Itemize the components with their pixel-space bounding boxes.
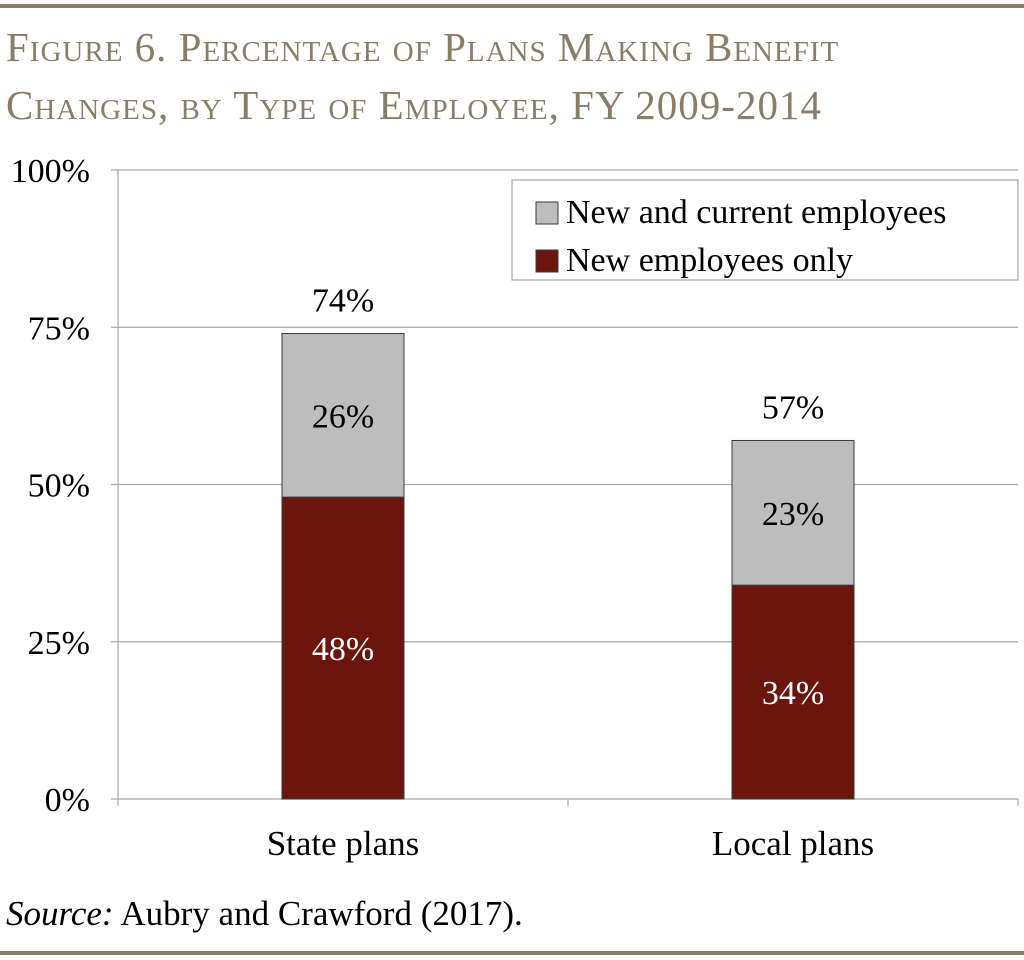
y-tick-label-25: 25%	[28, 625, 90, 662]
bottom-rule	[0, 951, 1024, 955]
y-tick-label-50: 50%	[28, 468, 90, 505]
data-labels: 48% 26% 74% State plans 34% 23% 57% Local plans	[267, 283, 874, 863]
chart-title-line-1: Figure 6. Percentage of Plans Making Ben…	[6, 24, 840, 70]
total-label-1: 57%	[762, 389, 824, 426]
chart-title: Figure 6. Percentage of Plans Making Ben…	[6, 18, 1016, 134]
x-tick-label-0: State plans	[267, 824, 420, 863]
bar-state-plans-new-and-current-employees	[281, 333, 405, 498]
y-tick-label-75: 75%	[28, 310, 90, 347]
legend-box	[511, 179, 1019, 281]
total-label-0: 74%	[312, 283, 374, 320]
data-label-0-1: 26%	[312, 398, 374, 435]
y-tick-label-0: 0%	[45, 782, 90, 819]
stacked-bar-chart: 0% 25% 50% 75% 100% 48% 26% 74% State plans 34% 2…	[11, 153, 1019, 863]
chart-title-line-2: Changes, by Type of Employee, FY 2009-20…	[6, 82, 822, 128]
bar-local-plans-new-employees-only	[731, 584, 855, 800]
source-note: Source: Aubry and Crawford (2017).	[6, 892, 523, 936]
legend-label-0: New and current employees	[566, 194, 946, 231]
top-rule	[0, 4, 1024, 8]
legend-swatch-0	[535, 201, 559, 225]
source-text: Aubry and Crawford (2017).	[120, 894, 523, 933]
bar-state-plans-new-employees-only	[281, 496, 405, 800]
bars	[281, 333, 855, 800]
axes: 0% 25% 50% 75% 100%	[11, 153, 1019, 819]
data-label-0-0: 48%	[312, 631, 374, 668]
gridlines	[118, 169, 1018, 643]
x-tick-label-1: Local plans	[712, 824, 874, 863]
bar-local-plans-new-and-current-employees	[731, 439, 855, 586]
y-tick-label-100: 100%	[11, 153, 90, 190]
source-label: Source:	[6, 894, 114, 933]
legend-label-1: New employees only	[566, 242, 853, 279]
legend-swatch-1	[535, 249, 559, 273]
data-label-1-1: 23%	[762, 496, 824, 533]
data-label-1-0: 34%	[762, 675, 824, 712]
legend: New and current employees New employees o…	[511, 179, 1019, 281]
